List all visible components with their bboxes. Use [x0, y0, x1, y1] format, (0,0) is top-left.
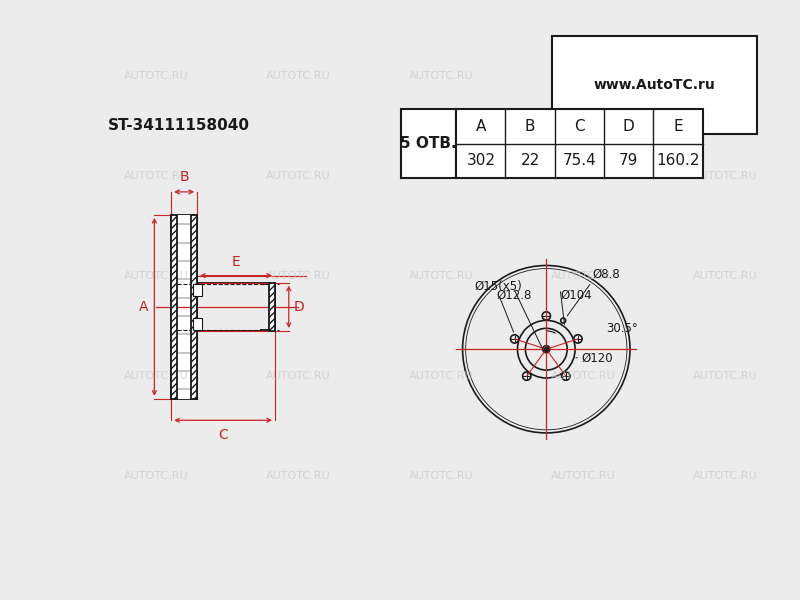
Text: Ø104: Ø104 [561, 289, 592, 302]
Text: Ø120: Ø120 [582, 352, 613, 364]
Text: AUTOTC.RU: AUTOTC.RU [551, 471, 615, 481]
Text: AUTOTC.RU: AUTOTC.RU [694, 471, 758, 481]
Text: AUTOTC.RU: AUTOTC.RU [123, 271, 188, 281]
Text: AUTOTC.RU: AUTOTC.RU [123, 471, 188, 481]
Text: Ø8.8: Ø8.8 [592, 268, 620, 281]
Text: AUTOTC.RU: AUTOTC.RU [409, 371, 473, 381]
Text: AUTOTC.RU: AUTOTC.RU [123, 171, 188, 181]
Text: AUTOTC.RU: AUTOTC.RU [266, 271, 330, 281]
Text: 302: 302 [466, 154, 495, 169]
Bar [456, 109, 702, 178]
Text: 22: 22 [521, 154, 540, 169]
Bar [178, 215, 191, 399]
Text: 160.2: 160.2 [656, 154, 700, 169]
Text: AUTOTC.RU: AUTOTC.RU [409, 271, 473, 281]
Bar [401, 109, 456, 178]
Text: AUTOTC.RU: AUTOTC.RU [266, 371, 330, 381]
Text: www.AutoTC.ru: www.AutoTC.ru [594, 78, 716, 92]
Text: 5 ОТВ.: 5 ОТВ. [400, 136, 457, 151]
Text: A: A [138, 300, 148, 314]
Text: AUTOTC.RU: AUTOTC.RU [694, 371, 758, 381]
Text: AUTOTC.RU: AUTOTC.RU [266, 171, 330, 181]
Bar [171, 215, 178, 399]
Bar [191, 215, 197, 399]
Bar [193, 284, 202, 296]
Text: AUTOTC.RU: AUTOTC.RU [409, 171, 473, 181]
Text: AUTOTC.RU: AUTOTC.RU [409, 71, 473, 81]
Text: AUTOTC.RU: AUTOTC.RU [551, 271, 615, 281]
Text: B: B [525, 119, 535, 134]
Text: 30.5°: 30.5° [606, 322, 638, 335]
Text: ST-34111158040: ST-34111158040 [108, 118, 250, 133]
Text: AUTOTC.RU: AUTOTC.RU [694, 171, 758, 181]
Bar [193, 317, 202, 330]
Text: AUTOTC.RU: AUTOTC.RU [266, 471, 330, 481]
Text: Ø15(x5): Ø15(x5) [474, 280, 522, 293]
Text: AUTOTC.RU: AUTOTC.RU [551, 371, 615, 381]
Text: C: C [218, 428, 228, 442]
Text: D: D [294, 300, 304, 314]
Bar [269, 283, 275, 331]
Text: AUTOTC.RU: AUTOTC.RU [694, 71, 758, 81]
Text: D: D [623, 119, 634, 134]
Text: A: A [476, 119, 486, 134]
Text: 79: 79 [619, 154, 638, 169]
Text: AUTOTC.RU: AUTOTC.RU [409, 471, 473, 481]
Text: AUTOTC.RU: AUTOTC.RU [266, 71, 330, 81]
Text: E: E [231, 256, 240, 269]
Text: C: C [574, 119, 585, 134]
Text: AUTOTC.RU: AUTOTC.RU [123, 371, 188, 381]
Text: AUTOTC.RU: AUTOTC.RU [694, 271, 758, 281]
Text: 75.4: 75.4 [562, 154, 596, 169]
Text: Ø12.8: Ø12.8 [496, 289, 531, 302]
Text: AUTOTC.RU: AUTOTC.RU [123, 71, 188, 81]
Text: E: E [673, 119, 682, 134]
Text: B: B [179, 170, 189, 184]
Text: AUTOTC.RU: AUTOTC.RU [551, 71, 615, 81]
Text: AUTOTC.RU: AUTOTC.RU [551, 171, 615, 181]
